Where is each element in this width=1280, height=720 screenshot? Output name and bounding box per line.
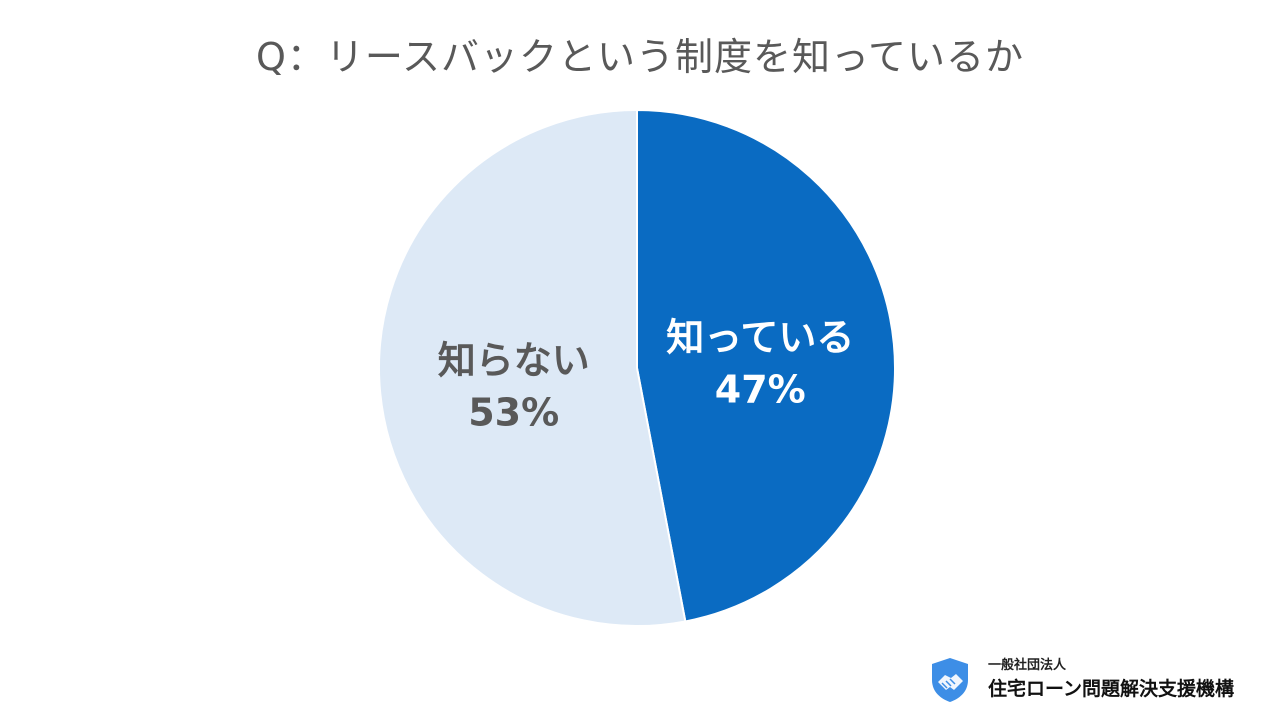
slice-value-label-0: 47% bbox=[715, 367, 806, 411]
pie-slice-1 bbox=[378, 108, 687, 627]
chart-title: Q：リースバックという制度を知っているか bbox=[255, 35, 1025, 79]
slice-label-1: 知らない bbox=[438, 339, 590, 383]
slice-label-0: 知っている bbox=[666, 315, 854, 359]
organization-type: 一般社団法人 bbox=[988, 658, 1067, 673]
slice-value-label-1: 53% bbox=[468, 391, 559, 435]
organization-name: 住宅ローン問題解決支援機構 bbox=[988, 678, 1235, 700]
pie-slice-0 bbox=[636, 108, 896, 623]
handshake-shield-icon bbox=[932, 658, 968, 702]
organization-logo: 一般社団法人 住宅ローン問題解決支援機構 bbox=[928, 652, 1268, 708]
